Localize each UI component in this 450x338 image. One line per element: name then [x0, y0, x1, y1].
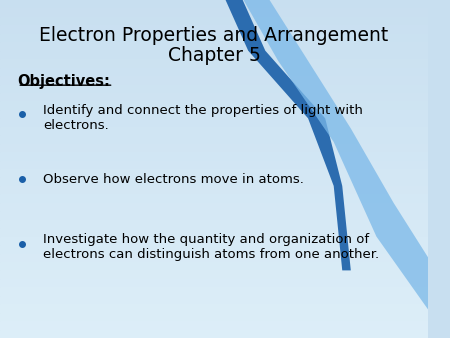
Text: Investigate how the quantity and organization of: Investigate how the quantity and organiz…: [43, 234, 369, 246]
Bar: [0, 330, 428, 338]
Text: Chapter 5: Chapter 5: [167, 46, 261, 65]
Bar: [0, 194, 428, 203]
Bar: [0, 321, 428, 330]
Bar: [0, 262, 428, 270]
Bar: [0, 0, 428, 8]
Bar: [0, 313, 428, 321]
Bar: [0, 144, 428, 152]
Bar: [0, 127, 428, 135]
Text: electrons.: electrons.: [43, 119, 109, 132]
Bar: [0, 304, 428, 313]
Bar: [0, 101, 428, 110]
Bar: [0, 93, 428, 101]
Bar: [0, 8, 428, 17]
Bar: [0, 203, 428, 211]
Bar: [0, 59, 428, 68]
Bar: [0, 161, 428, 169]
Bar: [0, 296, 428, 304]
Text: Objectives:: Objectives:: [18, 74, 110, 89]
Bar: [0, 42, 428, 51]
Bar: [0, 245, 428, 254]
Text: Electron Properties and Arrangement: Electron Properties and Arrangement: [40, 26, 389, 45]
Text: Identify and connect the properties of light with: Identify and connect the properties of l…: [43, 104, 363, 117]
Bar: [0, 17, 428, 25]
Bar: [0, 51, 428, 59]
Bar: [0, 110, 428, 118]
Bar: [0, 135, 428, 144]
Bar: [0, 177, 428, 186]
Bar: [0, 220, 428, 228]
Bar: [0, 279, 428, 287]
Bar: [0, 287, 428, 296]
Bar: [0, 270, 428, 279]
Bar: [0, 84, 428, 93]
Polygon shape: [240, 0, 436, 321]
Bar: [0, 76, 428, 84]
Bar: [0, 228, 428, 237]
Text: Observe how electrons move in atoms.: Observe how electrons move in atoms.: [43, 173, 304, 186]
Bar: [0, 254, 428, 262]
Bar: [0, 34, 428, 42]
Bar: [0, 211, 428, 220]
Text: electrons can distinguish atoms from one another.: electrons can distinguish atoms from one…: [43, 248, 379, 261]
Bar: [0, 118, 428, 127]
Bar: [0, 237, 428, 245]
Polygon shape: [223, 0, 351, 270]
Bar: [0, 186, 428, 194]
Bar: [0, 68, 428, 76]
Bar: [0, 25, 428, 34]
Bar: [0, 152, 428, 161]
Bar: [0, 169, 428, 177]
